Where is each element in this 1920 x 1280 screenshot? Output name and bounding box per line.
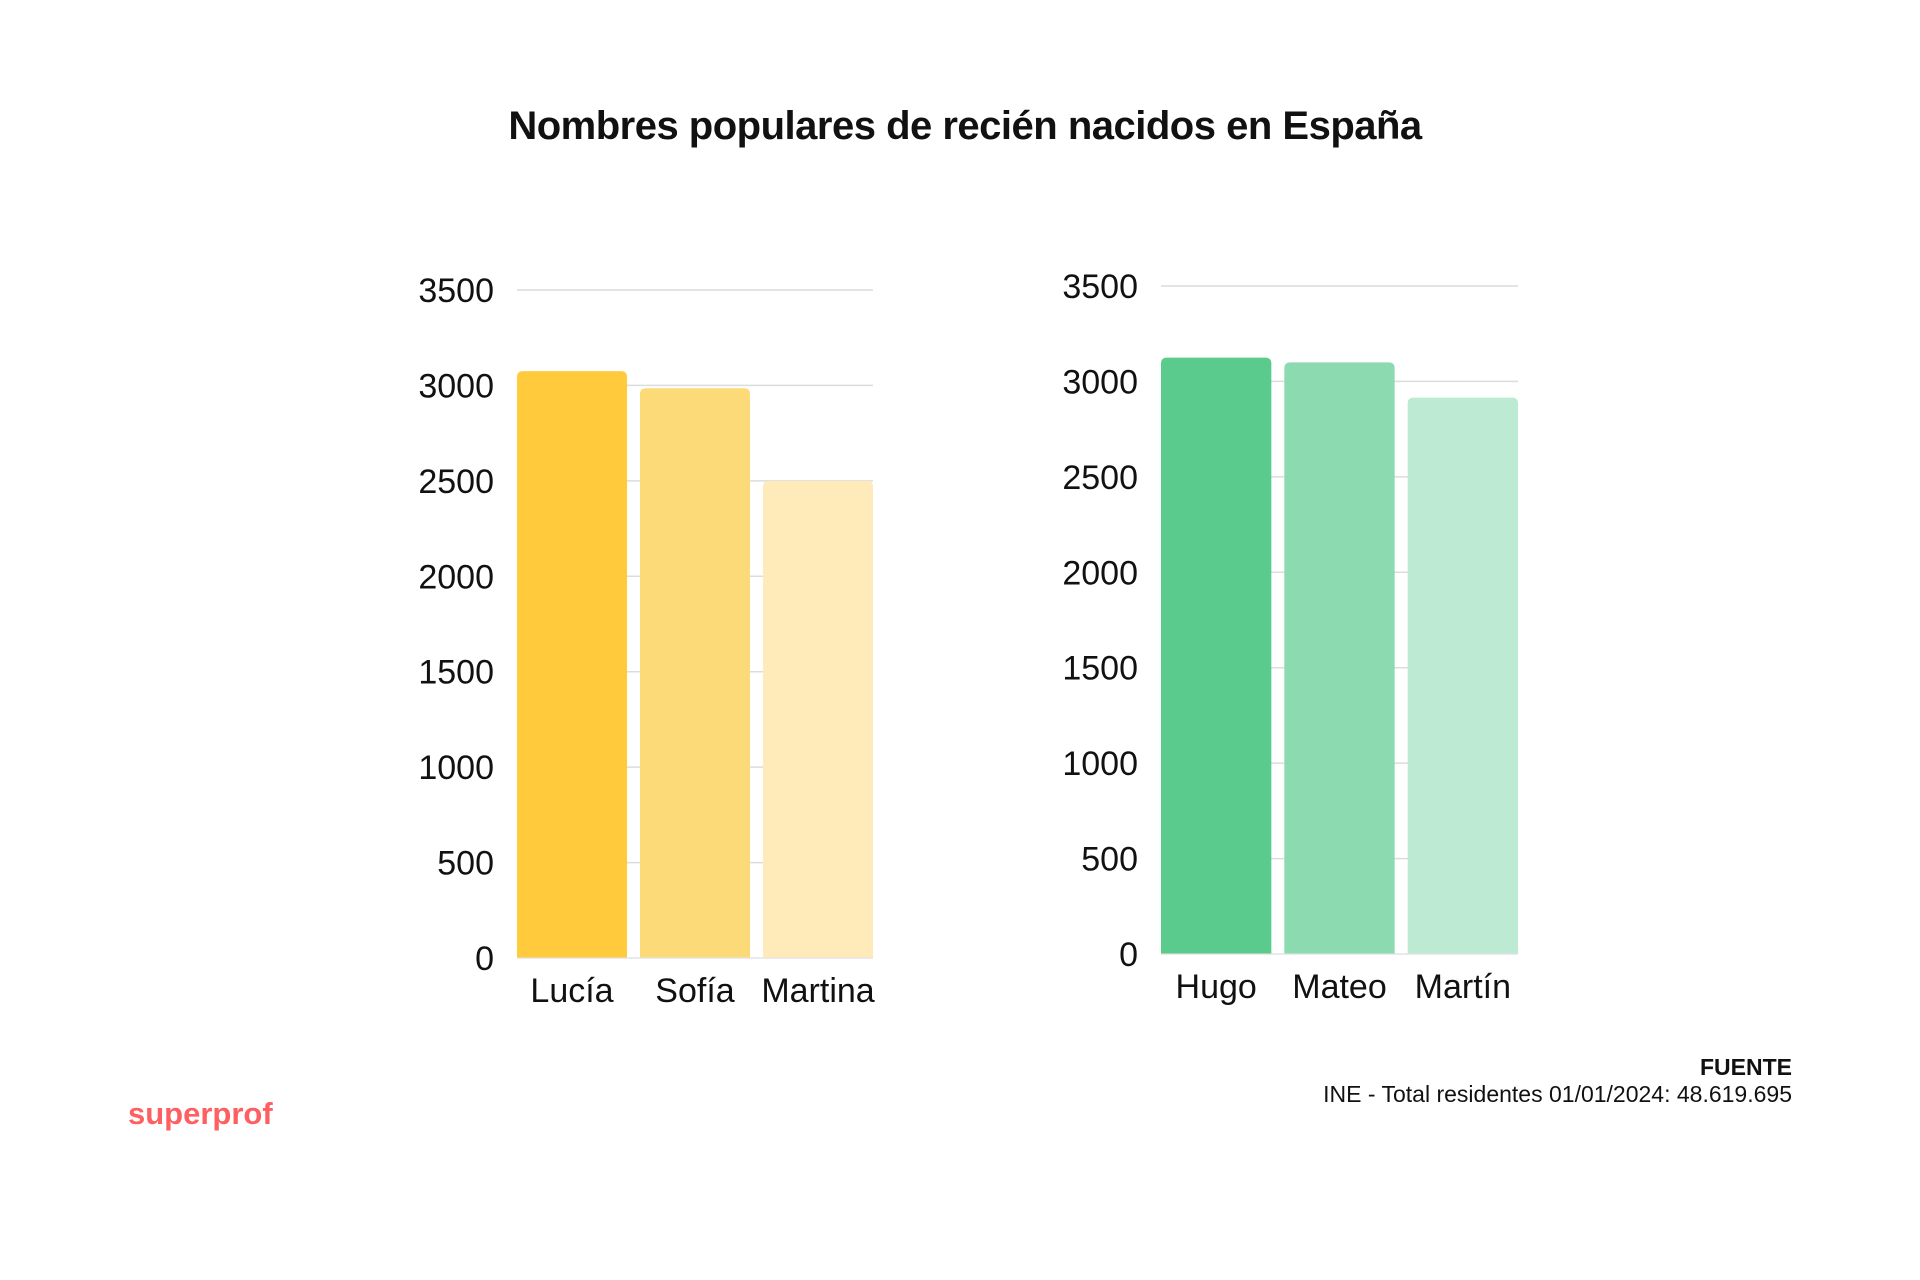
y-tick-label: 1500: [418, 654, 494, 692]
bar-sofía: [640, 388, 750, 958]
y-tick-label: 3000: [418, 367, 494, 405]
superprof-logo: superprof: [128, 1096, 273, 1131]
x-tick-label: Hugo: [1176, 968, 1257, 1006]
bar-hugo: [1161, 357, 1272, 955]
y-tick-label: 500: [1081, 841, 1138, 879]
y-tick-label: 3000: [1062, 363, 1138, 401]
y-tick-label: 2000: [418, 558, 494, 596]
bar-martín: [1407, 397, 1518, 954]
y-tick-label: 1500: [1062, 650, 1138, 688]
y-tick-label: 1000: [1062, 745, 1138, 783]
y-tick-label: 3500: [418, 272, 494, 310]
y-tick-label: 1000: [418, 749, 494, 787]
x-tick-label: Lucía: [530, 972, 613, 1010]
y-tick-label: 2000: [1062, 554, 1138, 592]
bar-mateo: [1284, 362, 1395, 954]
x-tick-label: Sofía: [655, 972, 734, 1010]
source-text: INE - Total residentes 01/01/2024: 48.61…: [1323, 1081, 1792, 1107]
y-tick-label: 0: [1119, 936, 1138, 974]
y-tick-label: 0: [475, 940, 494, 978]
bar-martina: [763, 480, 873, 958]
bar-lucía: [517, 371, 627, 959]
chart-title: Nombres populares de recién nacidos en E…: [508, 104, 1422, 148]
y-tick-label: 2500: [418, 463, 494, 501]
x-tick-label: Mateo: [1292, 968, 1387, 1006]
y-tick-label: 500: [437, 845, 494, 883]
source-note: FUENTE INE - Total residentes 01/01/2024…: [1323, 1054, 1792, 1108]
y-tick-label: 3500: [1062, 268, 1138, 306]
source-heading: FUENTE: [1700, 1054, 1792, 1080]
x-tick-label: Martín: [1415, 968, 1511, 1006]
y-tick-label: 2500: [1062, 459, 1138, 497]
x-tick-label: Martina: [761, 972, 874, 1010]
